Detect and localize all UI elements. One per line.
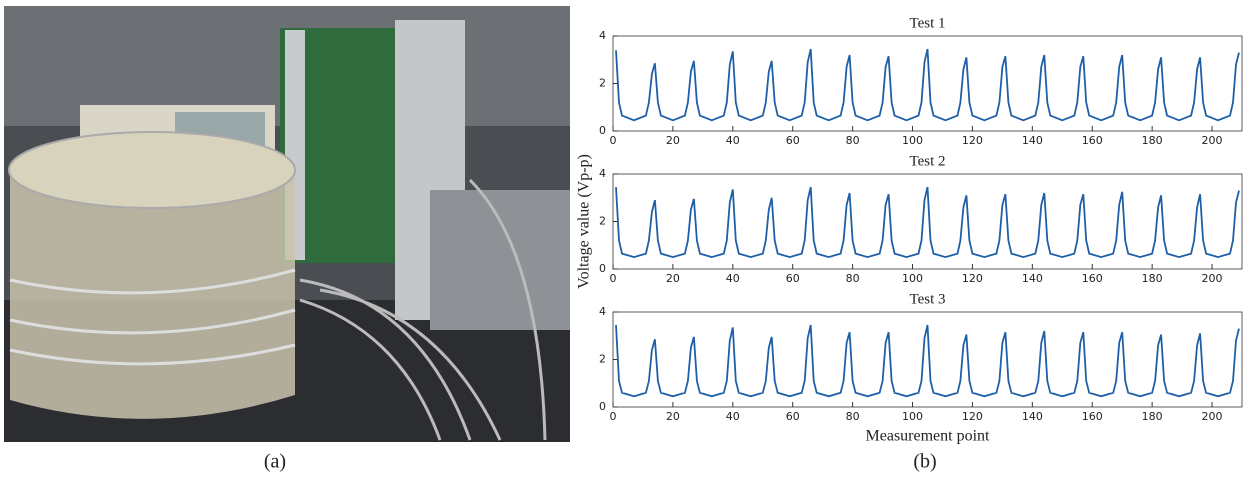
y-tick-label: 2	[599, 77, 606, 90]
y-tick-label: 0	[599, 124, 606, 137]
x-tick-label: 200	[1202, 410, 1223, 423]
x-tick-label: 20	[666, 134, 680, 147]
x-tick-label: 180	[1142, 410, 1163, 423]
y-tick-label: 4	[599, 305, 606, 318]
x-tick-label: 160	[1082, 272, 1103, 285]
y-tick-label: 0	[599, 262, 606, 275]
x-tick-label: 100	[902, 134, 923, 147]
x-tick-label: 180	[1142, 272, 1163, 285]
x-tick-label: 120	[962, 410, 983, 423]
x-tick-label: 180	[1142, 134, 1163, 147]
x-tick-label: 0	[610, 272, 617, 285]
x-tick-label: 80	[846, 410, 860, 423]
x-tick-label: 120	[962, 272, 983, 285]
x-tick-label: 80	[846, 272, 860, 285]
x-tick-label: 140	[1022, 410, 1043, 423]
x-tick-label: 200	[1202, 134, 1223, 147]
data-line	[615, 186, 1240, 259]
data-line	[615, 48, 1240, 122]
y-tick-label: 2	[599, 215, 606, 228]
x-tick-label: 20	[666, 410, 680, 423]
x-tick-label: 0	[610, 134, 617, 147]
x-tick-label: 140	[1022, 272, 1043, 285]
y-tick-label: 0	[599, 400, 606, 413]
chart-title: Test 3	[909, 291, 945, 307]
x-tick-label: 160	[1082, 134, 1103, 147]
x-tick-label: 60	[786, 134, 800, 147]
x-axis-label: Measurement point	[866, 428, 991, 445]
photo	[4, 6, 570, 442]
panel-label: (b)	[913, 451, 936, 473]
data-line	[615, 324, 1240, 398]
panel-label: (a)	[264, 451, 286, 473]
y-tick-label: 4	[599, 29, 606, 42]
chart-title: Test 1	[909, 15, 945, 31]
x-tick-label: 40	[726, 272, 740, 285]
chart-title: Test 2	[909, 153, 945, 169]
x-tick-label: 20	[666, 272, 680, 285]
x-tick-label: 60	[786, 410, 800, 423]
x-tick-label: 100	[902, 410, 923, 423]
y-axis-label: Voltage value (Vp-p)	[576, 154, 593, 289]
x-tick-label: 60	[786, 272, 800, 285]
x-tick-label: 40	[726, 410, 740, 423]
x-tick-label: 80	[846, 134, 860, 147]
x-tick-label: 120	[962, 134, 983, 147]
y-tick-label: 4	[599, 167, 606, 180]
x-tick-label: 0	[610, 410, 617, 423]
x-tick-label: 200	[1202, 272, 1223, 285]
y-tick-label: 2	[599, 353, 606, 366]
x-tick-label: 140	[1022, 134, 1043, 147]
x-tick-label: 40	[726, 134, 740, 147]
x-tick-label: 160	[1082, 410, 1103, 423]
x-tick-label: 100	[902, 272, 923, 285]
